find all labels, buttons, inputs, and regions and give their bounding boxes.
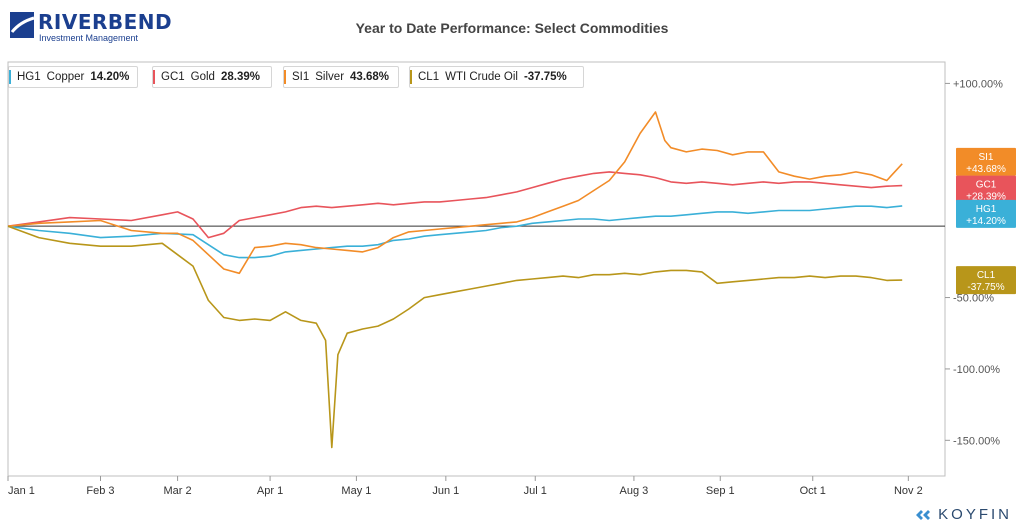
legend-silver-swatch: [284, 70, 286, 84]
end-tag-symbol: CL1: [977, 270, 996, 281]
koyfin-brand-text: KOYFIN: [938, 506, 1012, 523]
legend-symbol: CL1: [418, 71, 440, 83]
legend-change: 43.68%: [350, 71, 390, 83]
legend-change: 14.20%: [90, 71, 130, 83]
legend-gold-swatch: [153, 70, 155, 84]
x-tick-label: Jul 1: [524, 485, 547, 497]
x-tick-label: Sep 1: [706, 485, 735, 497]
end-tag-symbol: SI1: [978, 152, 993, 163]
x-tick-label: Feb 3: [86, 485, 114, 497]
end-tag-symbol: GC1: [976, 180, 997, 191]
legend-name: Silver: [315, 71, 345, 83]
x-tick-label: Mar 2: [164, 485, 192, 497]
legend-change: -37.75%: [523, 71, 567, 83]
x-tick-label: Apr 1: [257, 485, 283, 497]
x-tick-label: May 1: [341, 485, 371, 497]
legend-copper-swatch: [9, 70, 11, 84]
x-tick-label: Aug 3: [620, 485, 649, 497]
end-tag-value: +14.20%: [966, 216, 1006, 227]
legend-name: WTI Crude Oil: [445, 71, 518, 83]
chart-title: Year to Date Performance: Select Commodi…: [355, 20, 669, 36]
riverbend-logo: RIVERBEND Investment Management: [8, 8, 172, 44]
end-tag-value: +43.68%: [966, 164, 1006, 175]
end-tag-si1: [956, 147, 1016, 176]
legend-copper[interactable]: HG1 Copper 14.20%: [8, 66, 138, 88]
end-tag-value: +28.39%: [966, 192, 1006, 203]
legend-name: Copper: [46, 71, 85, 83]
legend-crude-oil[interactable]: CL1 WTI Crude Oil -37.75%: [409, 66, 584, 88]
series-line-cl1: [7, 225, 903, 449]
series-line-hg1: [7, 205, 903, 259]
legend-change: 28.39%: [220, 71, 260, 83]
series-line-si1: [7, 111, 903, 275]
koyfin-brand: KOYFIN: [914, 506, 1012, 523]
y-tick-label: -100.00%: [953, 364, 1000, 376]
logo-name: RIVERBEND: [38, 10, 173, 34]
legend-name: Gold: [190, 71, 215, 83]
koyfin-logo-icon: [916, 509, 931, 520]
x-tick-label: Jun 1: [432, 485, 459, 497]
legend-symbol: GC1: [161, 71, 185, 83]
end-tag-cl1: [956, 266, 1016, 295]
end-tag-gc1: [956, 175, 1016, 204]
series-line-gc1: [7, 171, 903, 239]
legend-gold[interactable]: GC1 Gold 28.39%: [152, 66, 272, 88]
legend-symbol: HG1: [17, 71, 41, 83]
y-tick-label: +100.00%: [953, 78, 1003, 90]
end-tag-hg1: [956, 199, 1016, 228]
legend-silver[interactable]: SI1 Silver 43.68%: [283, 66, 399, 88]
end-tag-symbol: HG1: [976, 204, 997, 215]
y-tick-label: -150.00%: [953, 435, 1000, 447]
x-tick-label: Nov 2: [894, 485, 923, 497]
logo-subtitle: Investment Management: [39, 33, 139, 43]
legend-symbol: SI1: [292, 71, 310, 83]
y-tick-label: -50.00%: [953, 293, 994, 305]
riverbend-logo-mark-icon: [10, 12, 35, 38]
plot-frame: [7, 61, 946, 477]
legend-crude-oil-swatch: [410, 70, 412, 84]
x-tick-label: Oct 1: [800, 485, 826, 497]
end-tag-value: -37.75%: [967, 282, 1004, 293]
x-tick-label: Jan 1: [8, 485, 35, 497]
